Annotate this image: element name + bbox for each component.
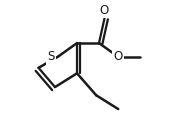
Text: S: S xyxy=(48,50,55,63)
Text: O: O xyxy=(100,4,109,17)
Text: O: O xyxy=(114,50,123,63)
